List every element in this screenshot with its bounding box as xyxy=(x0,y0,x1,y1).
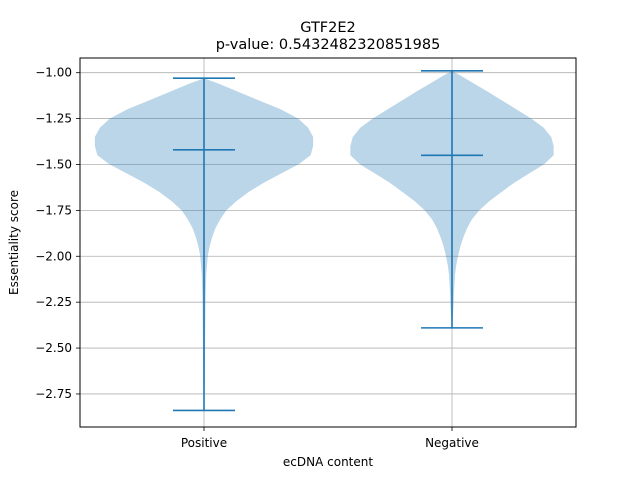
y-axis-label: Essentiality score xyxy=(7,190,21,295)
y-tick-label: −2.50 xyxy=(35,341,72,355)
chart-subtitle: p-value: 0.5432482320851985 xyxy=(216,37,441,53)
y-tick-label: −2.75 xyxy=(35,387,72,401)
x-tick-label: Negative xyxy=(425,436,479,450)
violin-layer xyxy=(94,70,554,412)
plot-frame xyxy=(79,57,577,428)
y-tick-label: −1.00 xyxy=(35,66,72,80)
y-tick-label: −2.00 xyxy=(35,249,72,263)
y-tick-label: −1.50 xyxy=(35,157,72,171)
tick-layer: −1.00 −1.25 −1.50 −1.75 −2.00 −2.25 −2.50 −2.75… xyxy=(35,66,479,450)
y-tick-label: −1.25 xyxy=(35,112,72,126)
x-axis-label: ecDNA content xyxy=(283,455,373,469)
chart-title: GTF2E2 xyxy=(300,20,356,36)
x-tick-label: Positive xyxy=(181,436,227,450)
y-tick-label: −2.25 xyxy=(35,295,72,309)
y-tick-label: −1.75 xyxy=(35,203,72,217)
